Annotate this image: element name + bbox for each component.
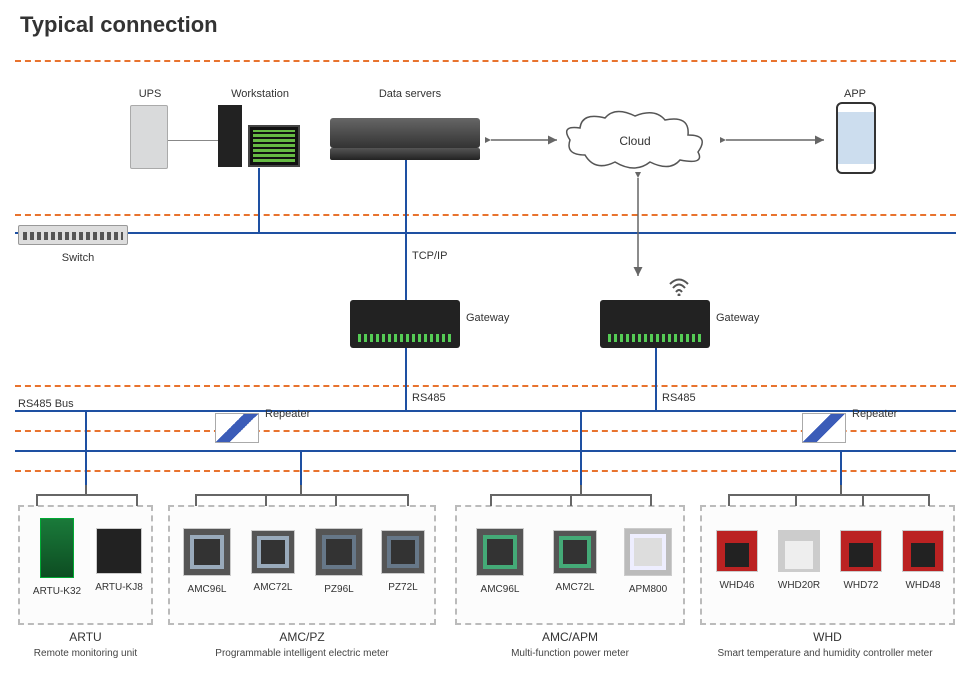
label-datasrv: Data servers (360, 88, 460, 100)
label-switch: Switch (48, 252, 108, 264)
brk-1d (407, 494, 409, 506)
group-title-0: ARTU (18, 630, 153, 644)
group-sub-1: Programmable intelligent electric meter (168, 648, 436, 659)
gateway-2 (600, 300, 710, 348)
dev-g2-2: APM800 (615, 528, 681, 595)
label-gw1: Gateway (466, 312, 526, 324)
divider-orange-2 (15, 214, 956, 216)
label-ups: UPS (120, 88, 180, 100)
group-sub-0: Remote monitoring unit (18, 648, 153, 659)
conn-ups-ws (168, 140, 218, 141)
brk-1e (300, 485, 302, 495)
bus-blue-2 (15, 410, 956, 412)
wifi-icon (668, 278, 690, 301)
vline-gw2-down (655, 348, 657, 410)
dev-g3-3: WHD48 (894, 530, 952, 591)
bus-blue-3 (15, 450, 956, 452)
brk-0a (36, 494, 38, 506)
ups-device (130, 105, 168, 169)
vline-gw1 (405, 232, 407, 300)
gateway-1 (350, 300, 460, 348)
brk-3 (728, 494, 928, 496)
label-repeater-2: Repeater (852, 408, 912, 420)
brk-1c (335, 494, 337, 506)
dev-g1-3: PZ72L (374, 530, 432, 593)
dev-g0-0: ARTU-K32 (28, 518, 86, 597)
dev-g3-0: WHD46 (708, 530, 766, 591)
dataserver-device (330, 118, 480, 148)
brk-0b (136, 494, 138, 506)
page-title: Typical connection (20, 12, 218, 38)
dev-g3-1: WHD20R (770, 530, 828, 591)
vline-drop-2 (580, 410, 582, 492)
vline-drop-0 (85, 410, 87, 492)
brk-2b (570, 494, 572, 506)
group-sub-2: Multi-function power meter (455, 648, 685, 659)
dev-g2-1: AMC72L (540, 530, 610, 593)
group-sub-3: Smart temperature and humidity controlle… (680, 648, 970, 659)
brk-2c (650, 494, 652, 506)
cloud-icon: Cloud (560, 110, 710, 170)
label-rs485bus: RS485 Bus (18, 398, 98, 410)
vline-srv (405, 160, 407, 232)
bus-blue-1 (15, 232, 956, 234)
brk-3e (840, 485, 842, 495)
divider-orange-1 (15, 60, 956, 62)
brk-3d (928, 494, 930, 506)
brk-1b (265, 494, 267, 506)
group-title-1: AMC/PZ (168, 630, 436, 644)
label-tcpip: TCP/IP (412, 250, 472, 262)
group-title-2: AMC/APM (455, 630, 685, 644)
dev-g1-2: PZ96L (308, 528, 370, 595)
divider-orange-5 (15, 470, 956, 472)
label-gw2: Gateway (716, 312, 776, 324)
brk-1a (195, 494, 197, 506)
app-phone (836, 102, 876, 174)
label-rs485-1: RS485 (412, 392, 472, 404)
repeater-2 (802, 413, 846, 448)
arrow-cloud-down (628, 172, 648, 282)
dev-g1-0: AMC96L (176, 528, 238, 595)
vline-ws (258, 168, 260, 232)
brk-0c (85, 485, 87, 495)
arrow-cloud-app (720, 130, 830, 150)
dev-g2-0: AMC96L (465, 528, 535, 595)
switch-device (18, 225, 128, 245)
dev-g0-1: ARTU-KJ8 (90, 528, 148, 593)
dev-g3-2: WHD72 (832, 530, 890, 591)
dev-g1-1: AMC72L (242, 530, 304, 593)
dataserver-device-2 (330, 148, 480, 160)
arrow-server-cloud (485, 130, 563, 150)
svg-text:Cloud: Cloud (619, 134, 650, 148)
brk-2d (580, 485, 582, 495)
repeater-1 (215, 413, 259, 448)
workstation-device (218, 105, 300, 167)
label-workstation: Workstation (215, 88, 305, 100)
group-title-3: WHD (700, 630, 955, 644)
brk-3c (862, 494, 864, 506)
brk-3a (728, 494, 730, 506)
label-app: APP (830, 88, 880, 100)
label-repeater-1: Repeater (265, 408, 325, 420)
brk-3b (795, 494, 797, 506)
label-rs485-2: RS485 (662, 392, 722, 404)
vline-gw1-down (405, 348, 407, 410)
divider-orange-3 (15, 385, 956, 387)
brk-2a (490, 494, 492, 506)
